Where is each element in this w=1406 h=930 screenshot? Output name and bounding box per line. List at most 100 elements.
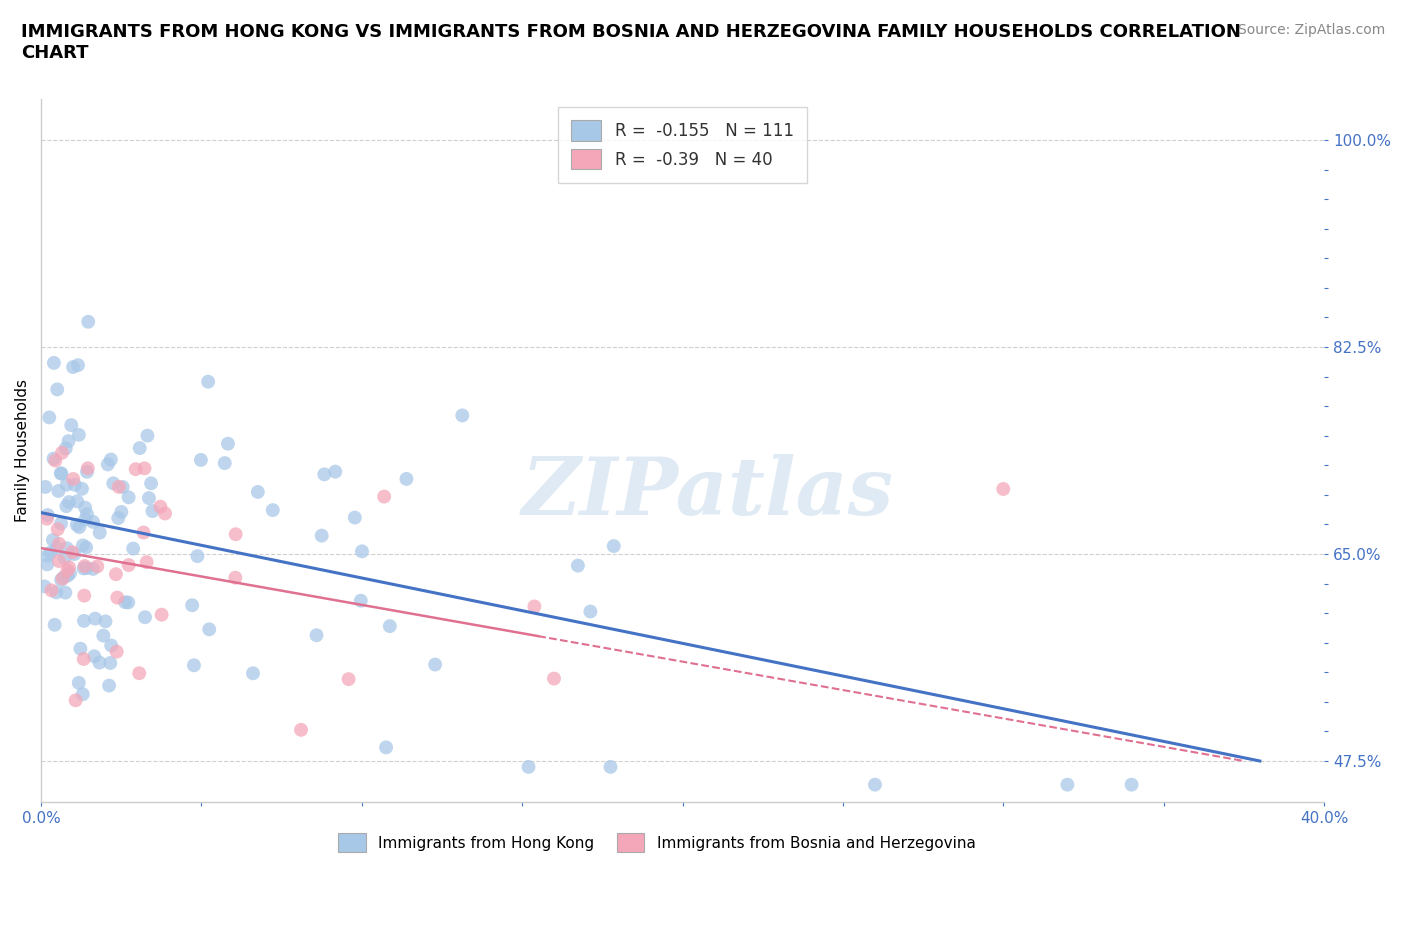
Point (42, 355, 65, 370)
Point (105, 644, 128, 659)
Point (66, 494, 89, 509)
Point (44, 453, 66, 468)
Point (323, 464, 346, 479)
Point (34, 578, 56, 593)
Point (62, 360, 84, 375)
Point (56, 568, 79, 583)
Point (150, 607, 173, 622)
Point (38, 410, 60, 425)
Point (451, 408, 474, 423)
Point (75, 540, 97, 555)
Point (136, 428, 159, 443)
Point (69, 641, 91, 656)
Point (242, 666, 264, 681)
Point (89, 525, 111, 540)
Point (104, 566, 127, 581)
Point (262, 503, 284, 518)
Point (603, 538, 626, 553)
Point (135, 554, 157, 569)
Point (117, 490, 139, 505)
Point (55, 441, 77, 456)
Point (118, 558, 141, 573)
Point (181, 598, 204, 613)
Point (350, 544, 373, 559)
Point (53, 569, 76, 584)
Point (58, 433, 80, 448)
Point (103, 476, 125, 491)
Point (76, 464, 98, 479)
Point (58, 495, 80, 510)
Point (56, 563, 79, 578)
Point (100, 638, 122, 653)
Point (37, 508, 59, 523)
Point (117, 595, 139, 610)
Point (73, 559, 96, 574)
Point (48, 537, 70, 551)
Point (314, 467, 336, 482)
Point (60, 418, 83, 432)
Point (290, 723, 312, 737)
Point (70, 482, 93, 497)
Point (86, 559, 108, 574)
Point (138, 491, 160, 506)
Point (65, 693, 87, 708)
Point (91, 628, 114, 643)
Point (66, 517, 89, 532)
Point (45, 585, 67, 600)
Point (141, 504, 163, 519)
Point (993, 482, 1015, 497)
Point (55, 477, 77, 492)
Point (39, 545, 62, 560)
Point (599, 760, 621, 775)
Point (73, 614, 96, 629)
Point (75, 561, 97, 576)
Point (63, 547, 86, 562)
Point (75, 512, 97, 527)
Point (1121, 777, 1143, 792)
Point (76, 507, 98, 522)
Point (67, 428, 90, 443)
Point (45, 540, 67, 555)
Point (224, 570, 246, 585)
Point (72, 538, 94, 552)
Point (311, 528, 333, 543)
Point (98, 678, 121, 693)
Point (186, 549, 208, 564)
Point (378, 618, 401, 633)
Point (132, 525, 155, 540)
Point (139, 476, 162, 491)
Point (94, 614, 117, 629)
Point (107, 479, 129, 494)
Point (863, 777, 886, 792)
Text: ZIPatlas: ZIPatlas (522, 454, 894, 532)
Point (41, 583, 63, 598)
Point (48, 484, 70, 498)
Point (198, 622, 221, 637)
Point (100, 452, 122, 467)
Point (1121, 825, 1143, 840)
Point (111, 480, 134, 495)
Point (128, 441, 150, 456)
Text: Source: ZipAtlas.com: Source: ZipAtlas.com (1237, 23, 1385, 37)
Point (395, 472, 418, 486)
Point (35, 512, 58, 526)
Point (246, 485, 269, 499)
Point (214, 456, 236, 471)
Point (59, 565, 82, 580)
Text: IMMIGRANTS FROM HONG KONG VS IMMIGRANTS FROM BOSNIA AND HERZEGOVINA FAMILY HOUSE: IMMIGRANTS FROM HONG KONG VS IMMIGRANTS … (21, 23, 1241, 62)
Point (128, 666, 150, 681)
Point (73, 588, 96, 603)
Point (55, 498, 77, 513)
Point (34, 480, 56, 495)
Point (89, 655, 111, 670)
Point (67, 520, 90, 535)
Point (125, 461, 148, 476)
Point (53, 551, 76, 565)
Point (73, 652, 96, 667)
Point (217, 436, 239, 451)
Point (48, 553, 70, 568)
Point (375, 740, 398, 755)
Point (1056, 777, 1078, 792)
Point (97, 457, 120, 472)
Point (343, 511, 366, 525)
